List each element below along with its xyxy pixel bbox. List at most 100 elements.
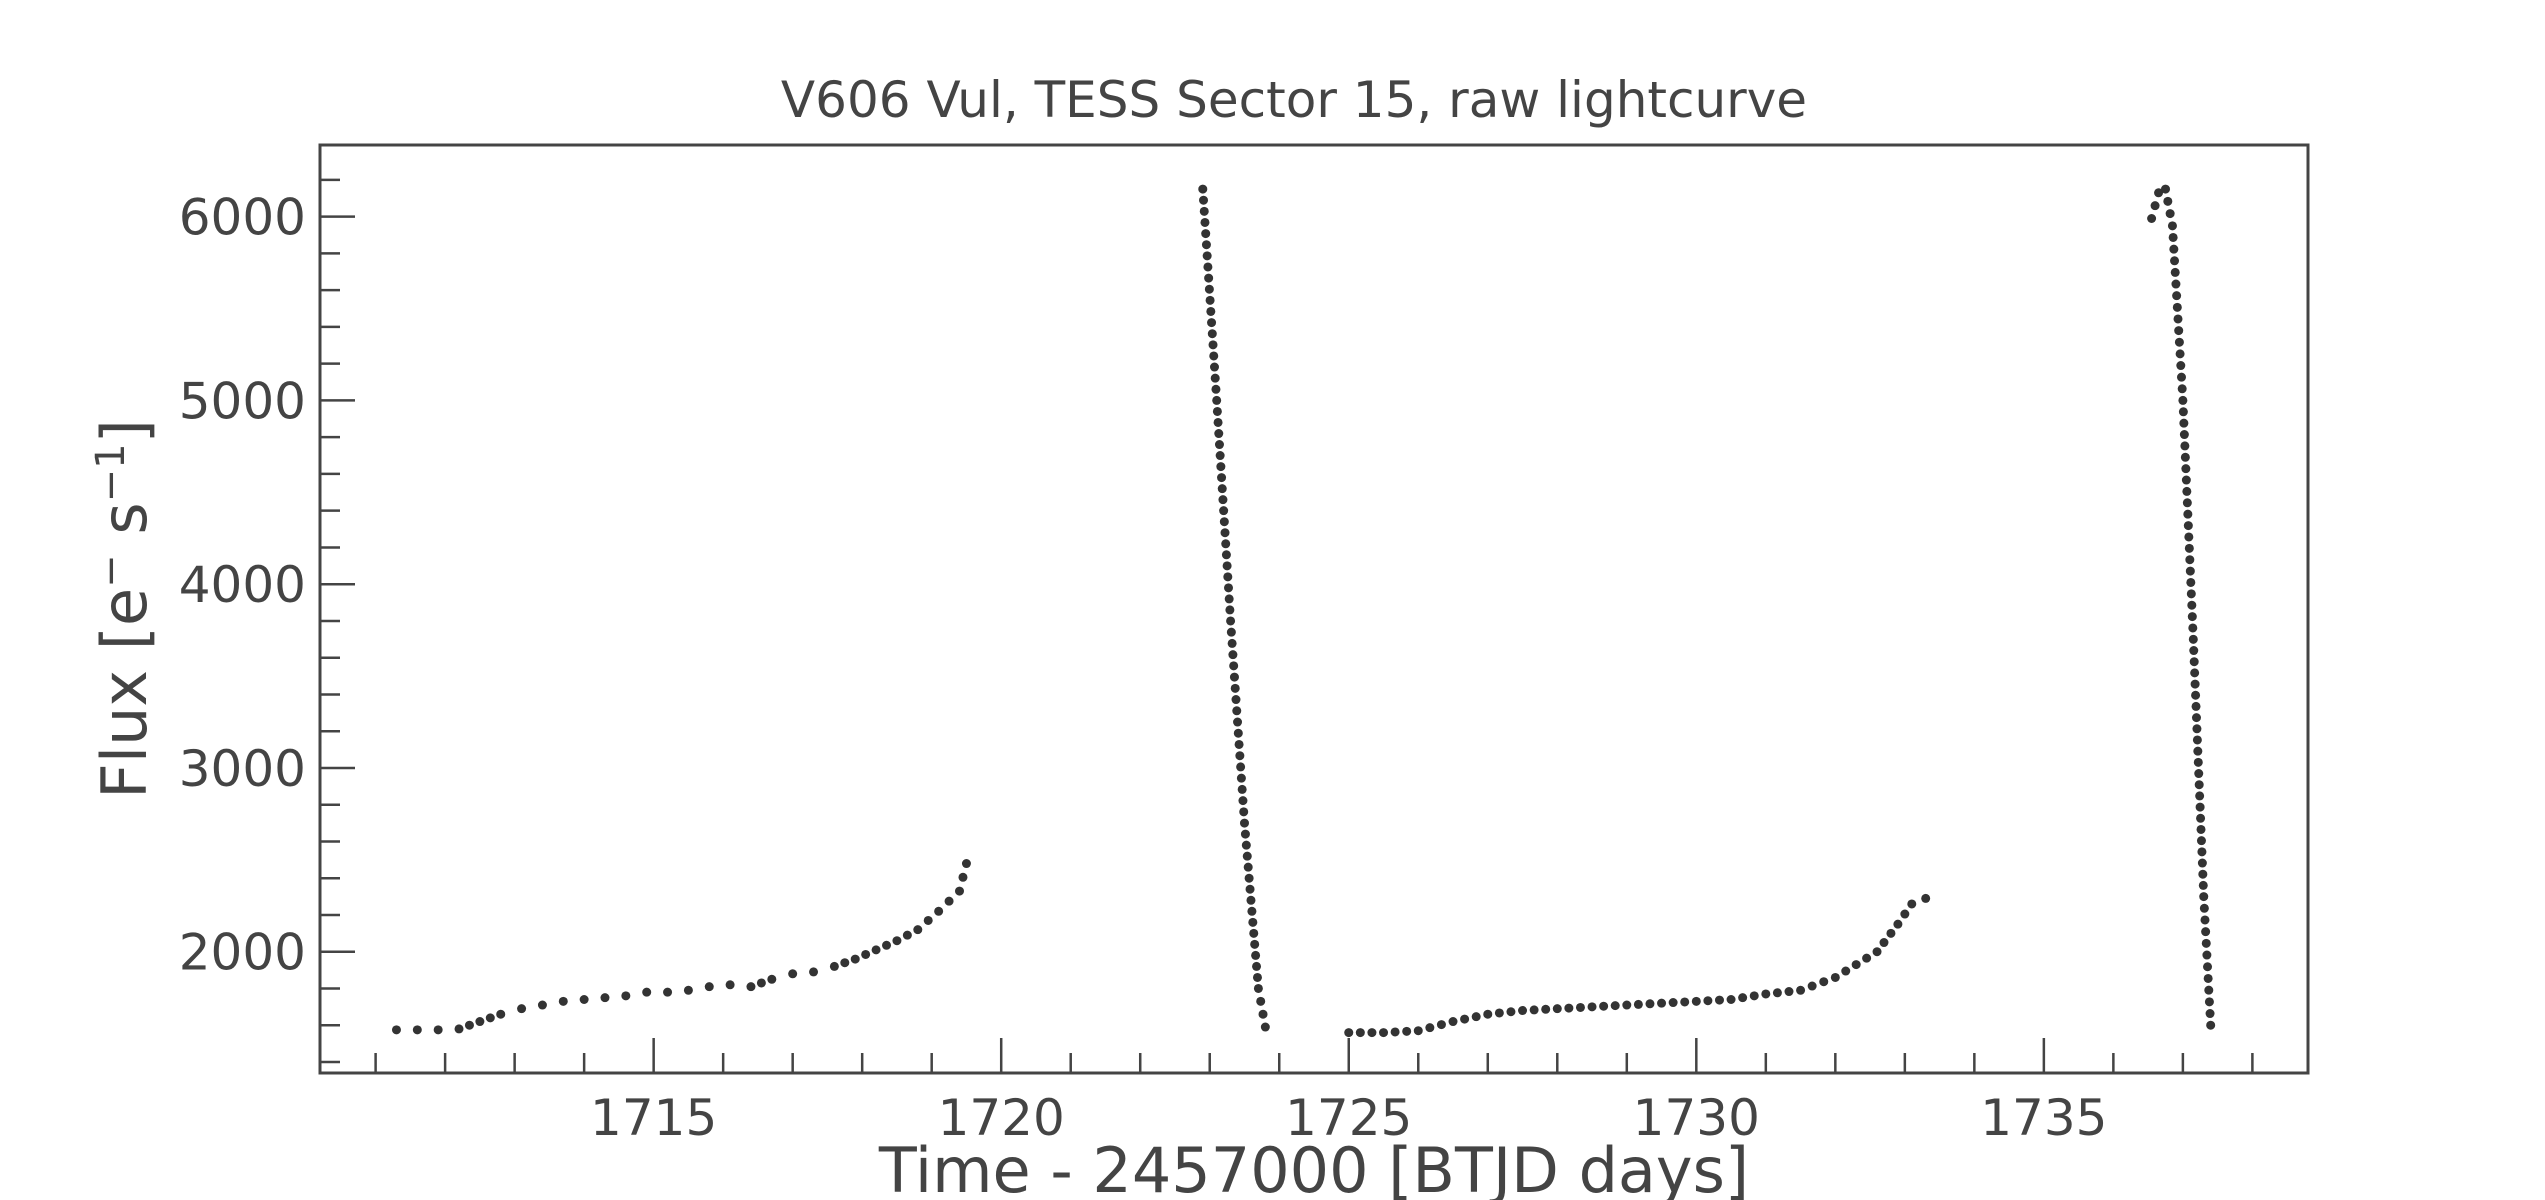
data-point-interp [1248,917,1258,927]
data-point-interp [1506,1007,1516,1017]
data-point-interp [2189,657,2199,667]
data-point-interp [1645,999,1655,1009]
data-point-interp [1231,695,1241,705]
data-point [2178,395,2188,405]
data-point [558,996,568,1006]
data-point [1226,616,1236,626]
axis-ticks [320,178,2254,1073]
data-point-interp [1841,966,1851,976]
data-point-interp [2183,509,2193,519]
data-point-interp [464,1020,474,1030]
data-point [1518,1006,1528,1016]
data-point-interp [1221,550,1231,560]
data-point [2161,184,2171,194]
x-tick-label: 1735 [1980,1089,2107,1147]
data-point [600,993,610,1003]
data-point-interp [861,949,871,959]
data-point [2154,188,2164,198]
data-point-interp [2185,555,2195,565]
data-point [1260,1022,1270,1032]
data-point [809,967,819,977]
data-point-interp [1749,991,1759,1001]
data-point-interp [1215,451,1225,461]
data-point-interp [1367,1028,1377,1038]
data-point-interp [1216,462,1226,472]
data-point-interp [2203,973,2213,983]
data-point-interp [1390,1027,1400,1037]
x-axis-label: Time - 2457000 [BTJD days] [878,1134,1749,1200]
y-label-end: ] [88,419,161,443]
y-label-main: Flux [e [88,588,161,799]
x-tick-label: 1725 [1285,1089,1412,1147]
data-point-interp [1247,906,1257,916]
data-point [1907,899,1917,909]
data-point-interp [2192,735,2202,745]
y-tick-label: 4000 [179,556,306,614]
data-point [961,859,971,869]
data-point-interp [2185,566,2195,576]
data-point-interp [1221,539,1231,549]
data-point [1413,1026,1423,1036]
data-point-interp [2193,746,2203,756]
data-point-interp [2187,600,2197,610]
data-point-interp [1529,1005,1539,1015]
data-point [1483,1009,1493,1019]
data-point-interp [2186,577,2196,587]
data-point [913,925,923,935]
data-point-interp [2169,244,2179,254]
data-point [2167,221,2177,231]
data-point [1253,983,1263,993]
data-point-interp [1680,997,1690,1007]
data-point-interp [1219,517,1229,527]
y-tick-label: 5000 [179,372,306,430]
data-point [1587,1002,1597,1012]
data-point [412,1025,422,1035]
data-point-interp [2195,791,2205,801]
data-point-interp [2179,418,2189,428]
y-axis-label: Flux [e− s−1] [88,419,161,799]
data-point-interp [2150,201,2160,211]
data-point-interp [1230,683,1240,693]
data-point-interp [1243,862,1253,872]
data-point [746,982,756,992]
data-point-interp [1211,384,1221,394]
data-point [1552,1004,1562,1014]
data-point [517,1004,527,1014]
data-point-interp [2172,302,2182,312]
data-point [1344,1028,1354,1038]
data-point [892,936,902,946]
data-point-interp [2190,679,2200,689]
data-point-interp [2163,196,2173,206]
data-point-interp [2174,337,2184,347]
data-point [767,974,777,984]
data-point-interp [1233,728,1243,738]
data-point-interp [1227,638,1237,648]
data-point-interp [2204,985,2214,995]
data-point [1212,395,1222,405]
y-label-mid: s [88,502,161,554]
data-point [391,1025,401,1035]
data-point-interp [1209,351,1219,361]
data-point-interp [2203,962,2213,972]
data-point-interp [2178,407,2188,417]
data-point-interp [1425,1023,1435,1033]
data-point-interp [2198,880,2208,890]
data-point [642,987,652,997]
data-point-interp [1219,506,1229,516]
data-point-interp [2170,267,2180,277]
data-points [391,184,2216,1038]
data-point [704,982,714,992]
data-point-interp [1220,528,1230,538]
data-point [537,1000,547,1010]
data-point-interp [1886,928,1896,938]
data-point-interp [1541,1004,1551,1014]
data-point [788,969,798,979]
data-point-interp [2197,847,2207,857]
y-tick-label: 3000 [179,740,306,798]
data-point-interp [1242,851,1252,861]
data-point-interp [2192,724,2202,734]
data-point-interp [2205,1009,2215,1019]
data-point [663,987,673,997]
data-point-interp [1207,318,1217,328]
